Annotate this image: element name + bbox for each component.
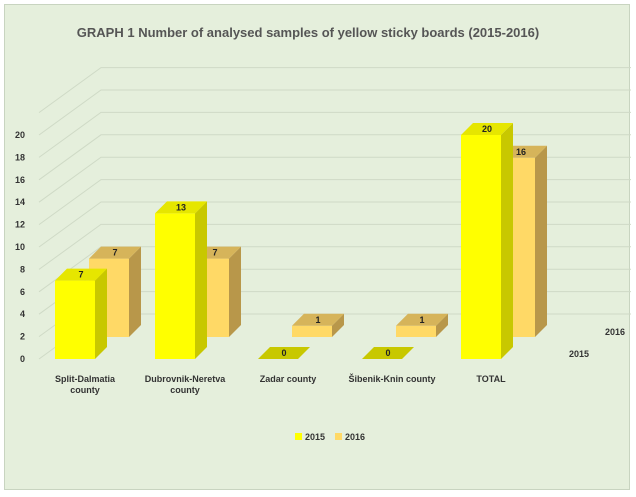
legend-label: 2015 [305,432,325,442]
data-label: 13 [176,202,186,212]
y-tick-label: 18 [15,152,25,162]
bar-2015-2: 0 [258,347,310,359]
bar-top [155,201,207,214]
bar-top [396,313,448,326]
legend-swatch [295,433,302,440]
bar-top [461,123,513,135]
legend: 2015 2016 [295,432,365,442]
category-label: county [70,385,100,395]
category-label: Šibenik-Knin county [348,373,435,384]
bar-side [195,201,207,359]
bar-front [292,325,332,337]
data-label: 1 [315,315,320,325]
data-label: 1 [419,315,424,325]
bar-front [55,280,95,359]
bar-front [396,325,436,337]
bar-side [436,313,448,337]
y-tick-label: 0 [20,354,25,364]
x-axis-categories: Split-DalmatiacountyDubrovnik-Neretvacou… [55,373,506,395]
legend-item-2015: 2015 [295,432,325,442]
legend-label: 2016 [345,432,365,442]
gridline [38,67,631,114]
category-label: Zadar county [260,374,317,384]
bar-top [89,246,141,259]
bar-front [461,135,501,359]
bar-front [155,213,195,359]
y-axis-ticks: 0 2 4 6 8 10 12 14 16 18 20 [15,130,25,364]
data-label: 20 [482,124,492,134]
y-tick-label: 12 [15,220,25,230]
bar-2015-1: 13 [155,201,207,359]
category-label: Dubrovnik-Neretva [145,374,227,384]
gridline [38,134,631,181]
data-label: 7 [212,248,217,258]
bar-side [501,123,513,359]
y-tick-label: 14 [15,197,25,207]
series-depth-label: 2015 [569,349,589,359]
legend-item-2016: 2016 [335,432,365,442]
series-depth-labels: 2016 2015 [569,327,625,359]
bar-top [292,313,344,326]
chart-area: GRAPH 1 Number of analysed samples of ye… [4,4,631,490]
bar-side [95,268,107,359]
series-depth-label: 2016 [605,327,625,337]
y-tick-label: 4 [20,309,25,319]
category-label: TOTAL [476,374,506,384]
y-tick-label: 2 [20,332,25,342]
gridline [38,111,631,158]
bar-top [55,268,107,281]
bar-2015-0: 7 [55,268,107,359]
gridline [38,89,631,136]
data-label: 7 [78,270,83,280]
category-label: Split-Dalmatia [55,374,116,384]
bar-2015-4: 20 [461,123,513,359]
y-tick-label: 10 [15,242,25,252]
y-tick-label: 8 [20,264,25,274]
bars: 7 7 1 1 16 7 13 0 0 20 [55,123,547,359]
data-label: 16 [516,147,526,157]
bar-2015-3: 0 [362,347,414,359]
bar-2016-2: 1 [292,313,344,337]
bar-side [332,313,344,337]
y-tick-label: 6 [20,287,25,297]
data-label: 0 [281,348,286,358]
category-label: county [170,385,200,395]
bar-side [535,145,547,337]
bar-side [129,246,141,337]
y-tick-label: 20 [15,130,25,140]
chart-title: GRAPH 1 Number of analysed samples of ye… [77,25,539,40]
y-tick-label: 16 [15,175,25,185]
bar-side [229,246,241,337]
data-label: 0 [385,348,390,358]
bar-top [258,347,310,359]
bar-2016-3: 1 [396,313,448,337]
bar-top [362,347,414,359]
legend-swatch [335,433,342,440]
data-label: 7 [112,248,117,258]
bar-chart: GRAPH 1 Number of analysed samples of ye… [15,25,631,442]
